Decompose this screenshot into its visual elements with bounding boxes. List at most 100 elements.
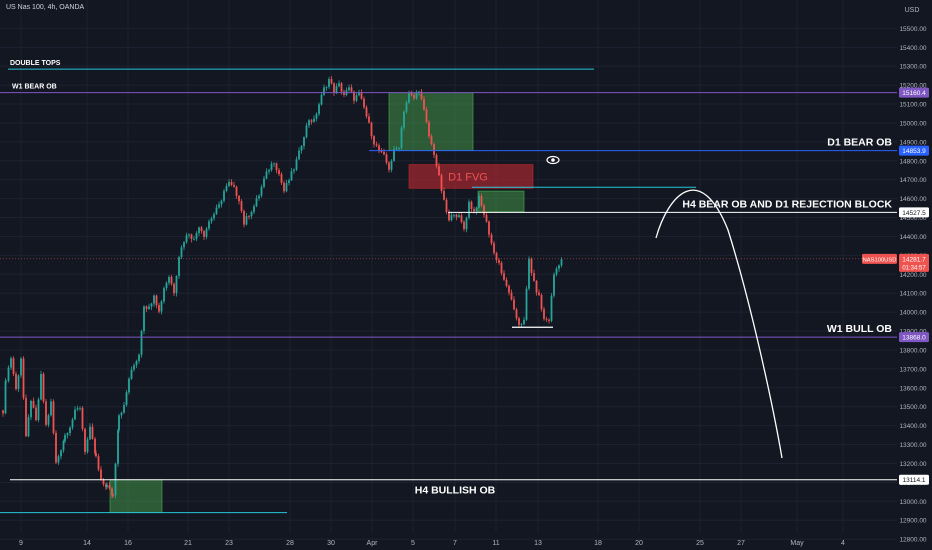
candle: [35, 404, 37, 422]
x-tick-label: May: [790, 540, 804, 547]
candle: [493, 240, 495, 255]
candle: [233, 181, 235, 188]
candle: [420, 88, 423, 101]
candle: [410, 90, 413, 97]
candle: [81, 406, 84, 432]
candle: [535, 279, 538, 296]
candle: [22, 356, 25, 400]
candle: [64, 433, 66, 444]
x-tick-label: 28: [286, 540, 294, 547]
candle: [435, 153, 438, 169]
candle: [128, 377, 130, 395]
symbol-badge: [862, 253, 897, 264]
candle: [518, 316, 520, 328]
candle: [448, 209, 450, 222]
candle: [318, 102, 320, 117]
y-tick-label: 13000.00: [899, 499, 926, 506]
price-level-lines: DOUBLE TOPS W1 BEAR OB D1 BEAR OB H4 BEAR O…: [0, 60, 897, 514]
price-tag: [899, 474, 929, 485]
candle: [200, 225, 203, 234]
candle: [258, 194, 260, 201]
candle: [295, 156, 298, 172]
candle: [112, 493, 114, 498]
candle: [208, 219, 210, 231]
candle: [160, 299, 163, 315]
candle: [488, 220, 490, 238]
candle: [143, 305, 145, 334]
candle: [5, 379, 7, 385]
candle: [540, 293, 543, 312]
candle: [280, 172, 283, 185]
y-tick-label: 12800.00: [899, 537, 926, 544]
level-label: W1 BEAR OB: [12, 84, 57, 91]
candle: [230, 179, 233, 187]
candle: [55, 430, 57, 465]
candle: [114, 462, 117, 499]
candle: [32, 397, 35, 409]
candle: [12, 356, 15, 377]
candle: [255, 195, 258, 208]
candle: [393, 145, 395, 162]
x-tick-label: 20: [635, 540, 643, 547]
candle: [245, 212, 248, 226]
candle: [190, 233, 193, 243]
candle: [40, 370, 42, 401]
y-tick-label: 13300.00: [899, 442, 926, 449]
candle: [74, 406, 76, 421]
x-tick-label: 11: [492, 540, 499, 547]
candle: [100, 466, 102, 481]
candle: [117, 428, 119, 467]
level-label: DOUBLE TOPS: [10, 60, 61, 67]
symbol-header: US Nas 100, 4h, OANDA: [6, 4, 85, 11]
x-tick-label: 13: [534, 540, 542, 547]
level-label: W1 BULL OB: [827, 323, 893, 335]
candle: [175, 275, 178, 297]
price-tag-text: 13868.0: [902, 335, 926, 342]
y-tick-label: 15000.00: [899, 120, 926, 127]
x-tick-label: 4: [841, 540, 845, 547]
candle: [225, 183, 228, 193]
candle: [125, 389, 128, 407]
candle: [270, 161, 273, 172]
candle: [17, 374, 20, 392]
candle: [290, 167, 293, 182]
zone-bull-ob: [109, 479, 163, 513]
candle: [388, 161, 390, 173]
candle: [333, 82, 335, 96]
candle: [500, 261, 503, 276]
candle: [480, 193, 483, 208]
y-tick-label: 15400.00: [899, 45, 926, 52]
candle: [250, 210, 253, 220]
candle: [163, 286, 165, 304]
candle: [84, 427, 86, 455]
candle: [373, 135, 375, 148]
x-tick-label: 14: [83, 540, 91, 547]
candle: [543, 306, 545, 321]
candle: [458, 212, 460, 219]
y-tick-label: 14100.00: [899, 291, 926, 298]
projection-arc: [655, 189, 783, 459]
candle: [310, 118, 313, 125]
candle: [263, 175, 265, 189]
candle: [248, 215, 250, 220]
candle: [220, 199, 223, 208]
candle: [525, 285, 528, 322]
candle: [383, 148, 385, 156]
symbol-badge-text: NAS100USD: [863, 257, 897, 263]
candle: [2, 409, 4, 417]
candle: [145, 305, 148, 313]
x-tick-label: 16: [124, 540, 132, 547]
candle: [320, 91, 323, 106]
candle: [508, 284, 510, 296]
candle: [243, 209, 245, 228]
candle: [260, 184, 263, 198]
y-tick-label: 14800.00: [899, 158, 926, 165]
candle: [360, 89, 363, 100]
candle: [415, 90, 418, 100]
current-price-text: 14281.7: [902, 256, 926, 263]
candle: [86, 437, 89, 454]
y-tick-label: 15500.00: [899, 26, 926, 33]
candle: [253, 204, 255, 214]
price-tag: [899, 145, 929, 156]
